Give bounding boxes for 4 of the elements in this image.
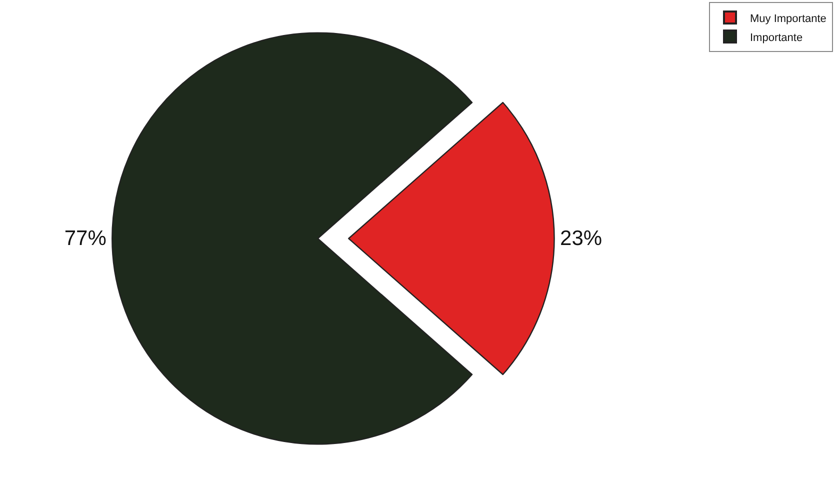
data-label: 77% (64, 227, 106, 250)
legend-label: Importante (750, 32, 803, 44)
legend-label: Muy Importante (750, 12, 826, 25)
data-label: 23% (560, 227, 602, 250)
